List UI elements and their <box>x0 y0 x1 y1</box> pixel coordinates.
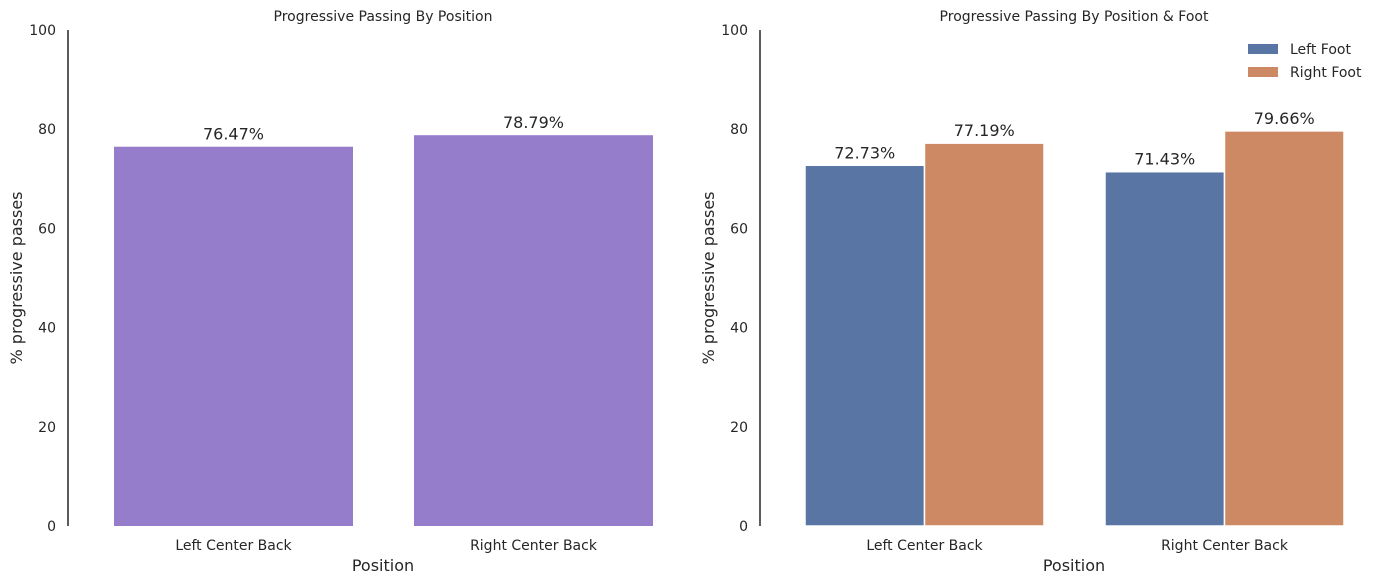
chart-1-y-tick-label: 80 <box>730 122 748 138</box>
chart-1-y-tick-label: 40 <box>730 321 748 337</box>
chart-right-data-label: 72.73% <box>834 143 895 162</box>
chart-0-x-tick-label: Right Center Back <box>470 538 598 554</box>
chart-right-data-label: 71.43% <box>1134 150 1195 169</box>
chart-right-x-ticks: Left Center Back Right Center Back <box>866 538 1289 554</box>
chart-1-y-tick-label: 0 <box>739 519 748 535</box>
chart-left-bars: 76.47% 78.79% <box>114 113 653 526</box>
chart-left-data-label: 78.79% <box>503 113 564 132</box>
chart-right-bars: 72.73% 71.43% 77.19% 79.66% <box>804 109 1345 527</box>
chart-left-x-ticks: Left Center Back Right Center Back <box>175 538 598 554</box>
chart-right-data-label: 79.66% <box>1254 109 1315 128</box>
chart-left-x-axis-label: Position <box>352 556 414 575</box>
chart-right-bar-left-foot <box>804 164 926 527</box>
chart-1-y-tick-label: 60 <box>730 221 748 237</box>
chart-right: Progressive Passing By Position & Foot 0… <box>699 9 1362 575</box>
chart-0-y-tick-label: 80 <box>38 122 56 138</box>
chart-right-bar-right-foot <box>1223 130 1345 527</box>
legend-swatch-left-foot <box>1248 44 1278 54</box>
chart-left-bar <box>114 146 353 526</box>
chart-right-data-label: 77.19% <box>954 121 1015 140</box>
chart-right-bar-left-foot <box>1104 170 1226 527</box>
chart-1-x-tick-label: Left Center Back <box>866 538 983 554</box>
chart-0-x-tick-label: Left Center Back <box>175 538 292 554</box>
chart-left-bar <box>414 135 653 526</box>
chart-right-bar-right-foot <box>923 142 1045 527</box>
chart-right-x-axis-label: Position <box>1043 556 1105 575</box>
chart-left-y-ticks: 0 20 40 60 80 100 <box>29 23 56 535</box>
legend-label-right-foot: Right Foot <box>1290 65 1362 81</box>
chart-0-y-tick-label: 0 <box>47 519 56 535</box>
chart-0-y-tick-label: 60 <box>38 221 56 237</box>
chart-1-y-tick-label: 100 <box>721 23 748 39</box>
chart-left-y-axis-label: % progressive passes <box>7 191 26 364</box>
chart-1-y-tick-label: 20 <box>730 420 748 436</box>
chart-left-title: Progressive Passing By Position <box>274 9 493 25</box>
chart-left-data-label: 76.47% <box>203 125 264 144</box>
chart-0-y-tick-label: 40 <box>38 321 56 337</box>
legend-swatch-right-foot <box>1248 67 1278 77</box>
chart-right-legend: Left Foot Right Foot <box>1248 42 1362 81</box>
chart-1-x-tick-label: Right Center Back <box>1161 538 1289 554</box>
chart-right-y-axis-label: % progressive passes <box>699 191 718 364</box>
chart-right-y-ticks: 0 20 40 60 80 100 <box>721 23 748 535</box>
chart-0-y-tick-label: 100 <box>29 23 56 39</box>
chart-left: Progressive Passing By Position 0 20 40 60 8… <box>7 9 653 575</box>
chart-0-y-tick-label: 20 <box>38 420 56 436</box>
chart-right-title: Progressive Passing By Position & Foot <box>940 9 1209 25</box>
legend-label-left-foot: Left Foot <box>1290 42 1351 58</box>
